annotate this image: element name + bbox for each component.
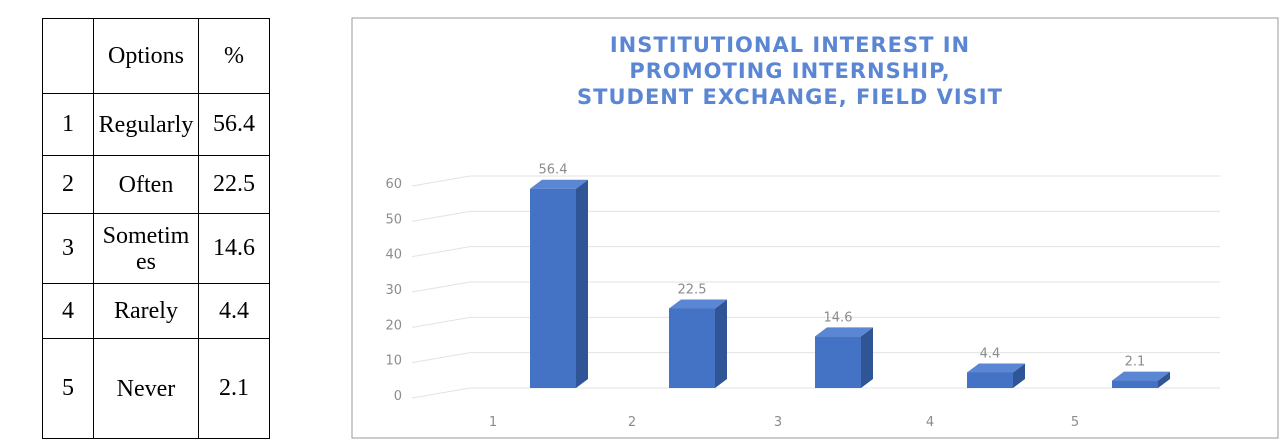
grid-line bbox=[411, 387, 1220, 399]
table-cell: Rarely bbox=[93, 283, 199, 339]
bar-side bbox=[861, 327, 873, 388]
grid-line bbox=[411, 316, 1220, 328]
data-table: Options % 1 Regularly 56.4 2 Often 22.5 3 Somet… bbox=[42, 18, 270, 439]
table-row: 3 Sometimes 14.6 bbox=[42, 213, 270, 284]
grid-line bbox=[411, 281, 1220, 293]
table-cell: Never bbox=[93, 338, 199, 439]
grid-line bbox=[411, 210, 1220, 222]
bar-side bbox=[1013, 363, 1025, 388]
bar-top bbox=[530, 179, 588, 189]
value-label: 56.4 bbox=[539, 163, 568, 178]
table-cell: 2.1 bbox=[198, 338, 270, 439]
bar bbox=[815, 336, 861, 388]
y-tick-label: 30 bbox=[385, 283, 402, 298]
chart-frame bbox=[351, 17, 1279, 439]
bar-top bbox=[815, 327, 873, 337]
chart-title: STUDENT EXCHANGE, FIELD VISIT bbox=[577, 85, 1003, 109]
y-tick-label: 60 bbox=[385, 177, 402, 192]
bar-top bbox=[1112, 371, 1170, 381]
bar-top bbox=[669, 299, 727, 309]
bar bbox=[669, 308, 715, 388]
x-tick-label: 4 bbox=[926, 415, 934, 430]
chart-title: INSTITUTIONAL INTEREST IN bbox=[610, 33, 970, 57]
y-tick-label: 0 bbox=[394, 389, 402, 404]
bar-top bbox=[967, 363, 1025, 373]
value-label: 4.4 bbox=[980, 346, 1001, 361]
bar bbox=[967, 372, 1013, 388]
table-row: 4 Rarely 4.4 bbox=[42, 283, 270, 339]
y-tick-label: 40 bbox=[385, 248, 402, 263]
bar-side bbox=[1158, 371, 1170, 388]
x-tick-label: 5 bbox=[1071, 415, 1079, 430]
x-tick-label: 2 bbox=[628, 415, 636, 430]
bar-side bbox=[576, 179, 588, 388]
grid-line bbox=[411, 175, 1220, 187]
table-cell: 4.4 bbox=[198, 283, 270, 339]
table-cell: 22.5 bbox=[198, 155, 270, 214]
header-cell bbox=[42, 18, 94, 94]
y-tick-label: 20 bbox=[385, 318, 402, 333]
table-cell: 14.6 bbox=[198, 213, 270, 284]
grid-line bbox=[411, 352, 1220, 364]
bar bbox=[530, 188, 576, 388]
y-tick-label: 50 bbox=[385, 212, 402, 227]
table-cell: 4 bbox=[42, 283, 94, 339]
x-tick-label: 1 bbox=[489, 415, 497, 430]
x-tick-label: 3 bbox=[774, 415, 782, 430]
grid-line bbox=[411, 246, 1220, 258]
table-row: 5 Never 2.1 bbox=[42, 338, 270, 439]
table-cell: Sometimes bbox=[93, 213, 199, 284]
y-tick-label: 10 bbox=[385, 354, 402, 369]
table-cell: 5 bbox=[42, 338, 94, 439]
value-label: 22.5 bbox=[678, 283, 707, 298]
chart-title: PROMOTING INTERNSHIP, bbox=[629, 59, 950, 83]
value-label: 2.1 bbox=[1125, 355, 1146, 370]
table-cell: 56.4 bbox=[198, 93, 270, 156]
value-label: 14.6 bbox=[824, 310, 853, 325]
table-row: 2 Often 22.5 bbox=[42, 155, 270, 214]
bar-side bbox=[715, 299, 727, 388]
bar bbox=[1112, 380, 1158, 388]
